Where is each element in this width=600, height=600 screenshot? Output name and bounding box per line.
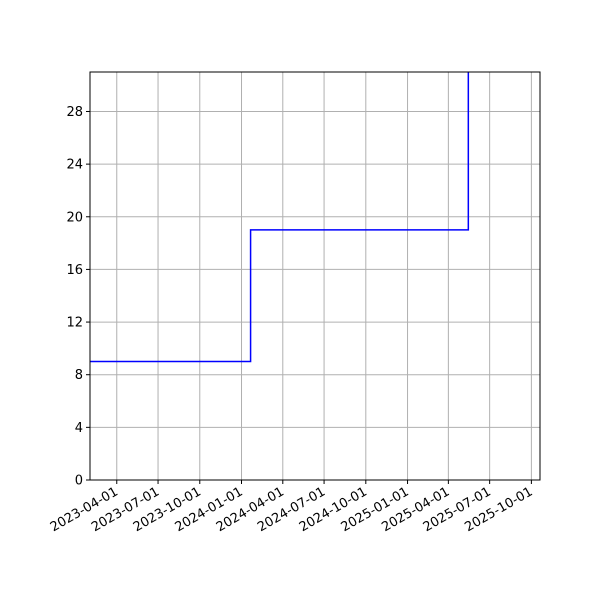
y-tick-label: 16 — [66, 263, 83, 278]
y-tick-label: 24 — [66, 158, 83, 173]
y-tick-label: 8 — [75, 368, 83, 383]
plot-frame — [89, 71, 541, 481]
series-line-0 — [90, 72, 470, 363]
y-tick-label: 4 — [75, 421, 83, 436]
grid-lines — [90, 72, 540, 481]
y-tick-label: 20 — [66, 210, 83, 225]
series-layer — [90, 72, 470, 363]
y-axis: 0 4 8 12 16 20 24 28 — [66, 105, 90, 489]
y-tick-label: 0 — [75, 474, 83, 489]
y-tick-label: 28 — [66, 105, 83, 120]
y-tick-label: 12 — [66, 316, 83, 331]
